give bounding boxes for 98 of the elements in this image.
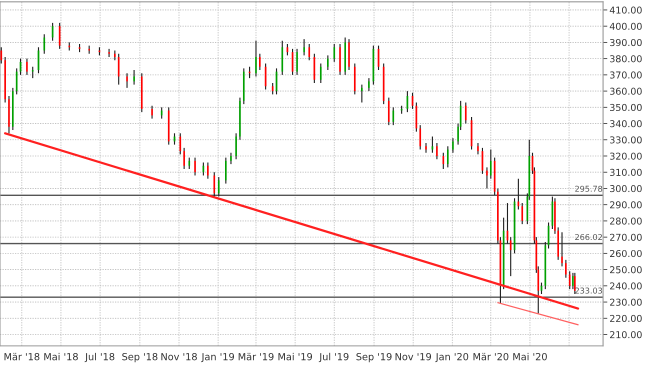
ref-line-label: 266.02 (575, 234, 602, 240)
y-tick-label: 370.00 (610, 71, 642, 79)
y-tick-label: 350.00 (610, 104, 642, 112)
candlestick (320, 62, 322, 84)
candlestick (482, 147, 484, 174)
y-tick-label: 240.00 (610, 282, 642, 290)
candlestick (174, 132, 176, 146)
candlestick (452, 138, 454, 154)
candlestick (406, 90, 408, 113)
x-tick-label: Jan '19 (201, 352, 234, 362)
candlestick (264, 62, 266, 90)
candlestick (565, 259, 567, 278)
candlestick (0, 46, 2, 64)
candlestick (133, 69, 135, 86)
x-tick-label: Mai '18 (44, 352, 78, 360)
candlestick (416, 102, 418, 132)
y-tick-label: 300.00 (610, 185, 642, 192)
candlestick (202, 162, 204, 176)
candlestick (392, 106, 394, 126)
candlestick (213, 172, 216, 198)
candlestick (230, 152, 232, 165)
candlestick (425, 142, 427, 154)
candlestick (368, 78, 370, 92)
y-tick-label: 410.00 (610, 6, 642, 14)
x-tick-label: Mai '19 (278, 352, 312, 360)
candlestick (412, 92, 414, 110)
candlestick (568, 270, 571, 290)
candlestick (26, 58, 28, 76)
candlestick (272, 82, 274, 95)
y-tick-label: 310.00 (610, 168, 642, 176)
candlestick (183, 147, 185, 170)
candlestick (38, 46, 40, 74)
ref-line-label: 295.78 (575, 186, 602, 192)
x-tick-label: Jan '20 (435, 352, 468, 362)
candlestick (521, 202, 524, 225)
candlestick (126, 72, 128, 88)
y-tick-label: 320.00 (610, 152, 642, 160)
y-tick-label: 360.00 (610, 88, 642, 95)
candlestick (160, 106, 163, 120)
y-tick-label: 270.00 (610, 234, 642, 241)
x-tick-label: Jul '19 (318, 352, 349, 362)
candlestick (486, 166, 488, 190)
candlestick (151, 105, 153, 120)
x-tick-label: Mär '18 (4, 352, 40, 360)
x-tick-label: Sep '18 (122, 352, 158, 362)
candlestick (464, 102, 467, 124)
y-tick-label: 380.00 (610, 55, 642, 62)
candlestick (446, 146, 449, 168)
y-tick-label: 260.00 (610, 250, 642, 258)
candlestick (58, 22, 60, 50)
y-tick-label: 330.00 (610, 136, 642, 144)
candlestick (490, 148, 492, 180)
candlestick (276, 68, 278, 95)
candlestick (540, 282, 542, 294)
candlestick (218, 176, 220, 198)
candlestick (296, 48, 298, 76)
x-tick-label: Mär '19 (238, 352, 274, 360)
y-tick-label: 340.00 (610, 120, 642, 128)
candlestick (16, 68, 18, 95)
x-tick-label: Nov '18 (161, 352, 197, 360)
y-tick-label: 280.00 (610, 217, 642, 225)
candlestick (572, 272, 574, 290)
candlestick (8, 95, 10, 134)
candlestick (248, 66, 250, 79)
candlestick (207, 162, 209, 180)
candlestick (419, 124, 422, 150)
candlestick (339, 43, 341, 76)
candlestick (432, 136, 434, 154)
candlestick (292, 48, 294, 76)
x-tick-label: Jul '18 (84, 352, 114, 362)
candlestick (118, 53, 120, 86)
candlestick (286, 43, 288, 56)
x-tick-label: Mär '20 (474, 352, 508, 360)
y-tick-label: 400.00 (610, 22, 642, 30)
candlestick (235, 132, 237, 160)
y-tick-label: 250.00 (610, 266, 642, 274)
candlestick (225, 157, 227, 184)
candlestick (477, 142, 479, 155)
y-tick-label: 290.00 (610, 201, 642, 208)
candlestick (20, 58, 22, 76)
candlestick (561, 232, 563, 267)
y-tick-label: 210.00 (610, 331, 642, 338)
candlestick (68, 42, 70, 52)
candlestick (179, 132, 182, 155)
x-tick-label: Nov '19 (396, 352, 432, 360)
x-tick-label: Mai '20 (513, 352, 547, 360)
x-tick-label: Sep '19 (356, 352, 392, 362)
candlestick (255, 40, 257, 78)
y-tick-label: 390.00 (610, 38, 642, 46)
candlestick (378, 45, 380, 71)
candlestick (348, 38, 350, 71)
candlestick (518, 178, 520, 210)
candlestick (43, 34, 46, 54)
candlestick (194, 157, 196, 176)
y-tick-label: 230.00 (610, 298, 642, 306)
y-tick-label: 220.00 (610, 314, 642, 322)
candlestick (52, 22, 54, 42)
candlestick (514, 198, 516, 254)
